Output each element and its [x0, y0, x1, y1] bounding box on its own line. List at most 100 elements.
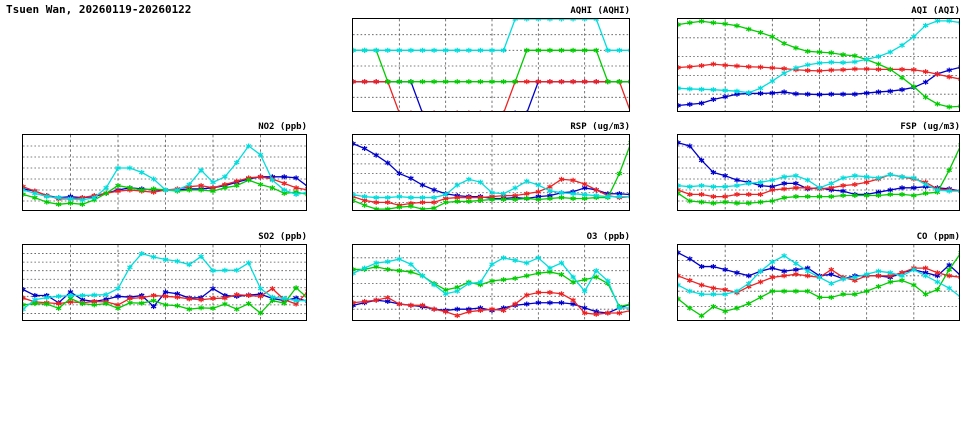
series-marker-s2 — [547, 289, 553, 295]
series-marker-s3 — [678, 190, 681, 196]
series-marker-s1 — [373, 152, 379, 158]
series-marker-s4 — [127, 264, 133, 270]
series-marker-s2 — [581, 181, 588, 187]
series-marker-s1 — [431, 187, 437, 193]
series-marker-s4 — [186, 182, 193, 187]
series-marker-s3 — [174, 303, 181, 309]
series-marker-s3 — [899, 75, 905, 81]
series-marker-s4 — [373, 260, 379, 266]
series-marker-s1 — [781, 89, 787, 95]
series-marker-s4 — [174, 258, 181, 264]
series-marker-s3 — [793, 45, 799, 51]
series-marker-s2 — [698, 191, 705, 197]
series-marker-s1 — [804, 91, 811, 97]
series-marker-s1 — [769, 265, 776, 271]
series-marker-s4 — [210, 179, 216, 185]
series-marker-s4 — [523, 260, 530, 266]
series-marker-s1 — [734, 270, 740, 276]
series-marker-s4 — [198, 254, 204, 260]
series-marker-s2 — [922, 265, 929, 271]
series-marker-s4 — [67, 292, 74, 298]
series-marker-s3 — [408, 203, 414, 209]
series-marker-s3 — [934, 287, 941, 293]
series-marker-s4 — [32, 190, 38, 196]
series-marker-s4 — [581, 19, 588, 22]
series-marker-s3 — [686, 305, 693, 311]
series-marker-s2 — [523, 292, 530, 298]
series-marker-s1 — [581, 305, 588, 311]
series-marker-s4 — [863, 174, 870, 180]
series-marker-s2 — [793, 185, 799, 191]
series-marker-s2 — [678, 65, 681, 71]
series-marker-s2 — [769, 187, 776, 193]
series-marker-s4 — [734, 183, 740, 189]
series-marker-s4 — [233, 267, 240, 273]
series-marker-s2 — [373, 79, 379, 85]
series-marker-s3 — [466, 79, 472, 85]
series-marker-s3 — [816, 49, 823, 55]
series-marker-s1 — [678, 140, 681, 146]
series-marker-s3 — [523, 273, 530, 279]
series-marker-s2 — [198, 297, 204, 303]
series-marker-s4 — [769, 177, 776, 183]
series-marker-s1 — [887, 187, 894, 193]
series-marker-s2 — [431, 306, 437, 312]
series-marker-s2 — [523, 79, 530, 85]
series-marker-s3 — [757, 30, 764, 36]
series-line-s3 — [353, 49, 629, 83]
series-marker-s3 — [734, 200, 740, 206]
series-marker-s2 — [863, 66, 870, 72]
series-marker-s1 — [115, 293, 121, 299]
series-marker-s3 — [210, 305, 216, 311]
series-marker-s4 — [91, 195, 98, 201]
series-marker-s4 — [745, 90, 752, 96]
series-marker-s3 — [828, 194, 835, 200]
series-marker-s2 — [722, 194, 728, 200]
series-marker-s3 — [55, 201, 62, 207]
series-marker-s4 — [781, 253, 787, 259]
series-marker-s4 — [293, 298, 299, 304]
series-marker-s4 — [127, 165, 133, 171]
series-marker-s3 — [769, 198, 776, 204]
series-marker-s4 — [269, 294, 276, 300]
series-marker-s2 — [445, 110, 447, 111]
series-marker-s3 — [281, 300, 288, 306]
series-marker-s4 — [605, 194, 611, 200]
series-marker-s4 — [150, 176, 157, 182]
series-marker-s4 — [616, 194, 623, 200]
series-marker-s1 — [745, 273, 752, 279]
series-marker-s4 — [419, 273, 426, 279]
series-marker-s2 — [570, 297, 576, 303]
series-marker-s1 — [769, 90, 776, 96]
series-marker-s2 — [875, 273, 882, 279]
series-marker-s3 — [934, 101, 941, 107]
plot-area-so2: 0.00.20.40.60.81.01.21.41.61.80481216202… — [22, 244, 307, 321]
series-marker-s2 — [828, 185, 835, 191]
series-marker-s4 — [293, 191, 299, 197]
series-marker-s4 — [535, 19, 542, 22]
series-marker-s3 — [500, 79, 507, 85]
series-marker-s1 — [686, 101, 693, 107]
series-marker-s4 — [233, 160, 240, 165]
series-marker-s3 — [512, 275, 518, 281]
series-marker-s4 — [454, 47, 461, 53]
series-marker-s4 — [840, 175, 846, 181]
series-marker-s4 — [899, 42, 905, 48]
series-marker-s3 — [710, 200, 717, 206]
series-marker-s4 — [581, 192, 588, 198]
series-marker-s2 — [55, 301, 62, 307]
series-marker-s4 — [958, 295, 959, 300]
series-marker-s1 — [454, 306, 461, 312]
series-marker-s2 — [353, 79, 356, 85]
series-marker-s3 — [245, 177, 252, 183]
series-marker-s4 — [466, 281, 472, 286]
series-marker-s4 — [210, 268, 216, 274]
series-marker-s3 — [186, 306, 193, 312]
series-marker-s4 — [43, 295, 50, 301]
series-marker-s4 — [686, 86, 693, 92]
series-marker-s3 — [245, 301, 252, 307]
series-marker-s2 — [840, 183, 846, 189]
series-marker-s3 — [628, 140, 629, 145]
series-marker-s4 — [698, 86, 705, 92]
series-marker-s3 — [353, 266, 356, 272]
